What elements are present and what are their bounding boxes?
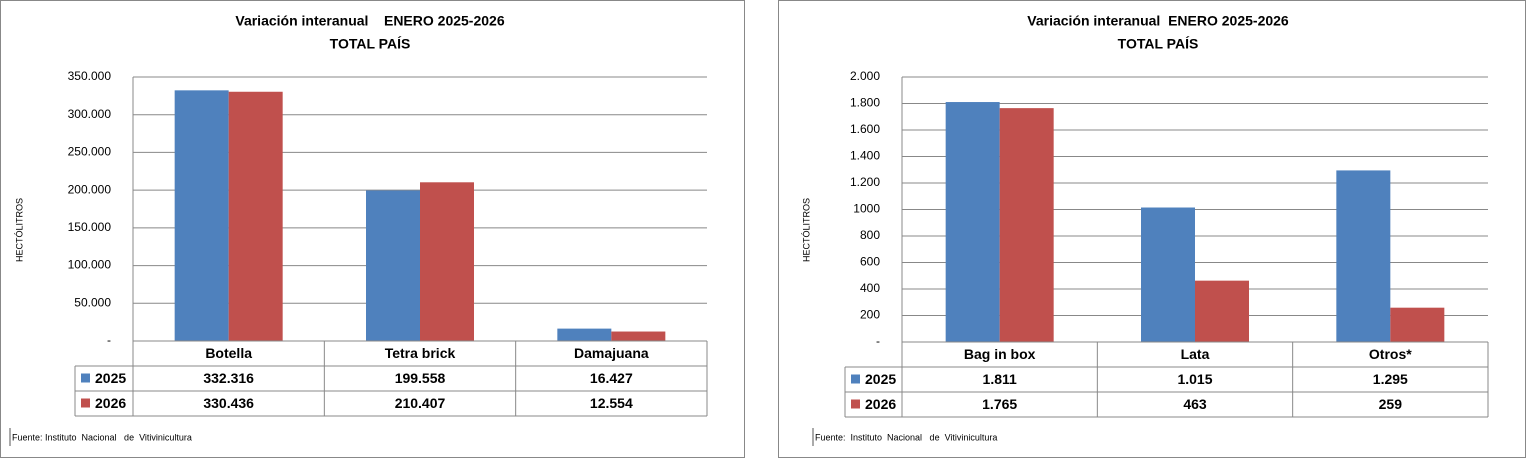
table-value: 463 [1183,396,1207,412]
y-tick-label: 250.000 [68,145,112,159]
y-tick-label: 1.200 [850,175,880,189]
bar [1390,307,1445,342]
y-tick-label: 400 [860,281,880,295]
y-tick-label: 350.000 [68,69,112,83]
table-value: 330.436 [203,395,254,411]
table-value: 1.295 [1373,371,1408,387]
legend-swatch [81,398,90,408]
bar [945,102,1000,342]
y-tick-label: 1.400 [850,149,880,163]
legend-swatch [81,373,90,383]
table-value: 1.811 [983,371,1017,387]
legend-label: 2026 [865,396,896,412]
bar [1336,170,1391,342]
y-tick-label: 1.600 [850,122,880,136]
y-tick-label: 150.000 [68,220,112,234]
chart-title: Variación interanual ENERO 2025-2026 [235,13,504,29]
y-tick-label: - [876,334,880,348]
bar [557,328,612,341]
bar [174,90,229,341]
legend-label: 2026 [95,395,126,411]
bar [1195,280,1249,342]
bar [611,331,666,341]
y-tick-label: 300.000 [68,107,112,121]
category-label: Otros* [1369,346,1412,362]
category-label: Botella [205,345,252,361]
y-tick-label: 100.000 [68,258,112,272]
bar [228,91,283,342]
source-note: Fuente: Instituto Nacional de Vitivinicu… [815,432,997,442]
legend-label: 2025 [865,371,896,387]
bar [1141,207,1195,342]
legend-swatch [851,374,860,384]
y-tick-label: 200 [860,308,880,322]
y-axis-title: HECTÓLITROS [14,198,24,262]
y-axis-title: HECTÓLITROS [801,198,811,262]
table-value: 210.407 [395,395,446,411]
table-value: 16.427 [590,370,633,386]
bar [999,108,1054,342]
y-tick-label: 1.800 [850,96,880,110]
y-tick-label: 800 [860,228,880,242]
table-value: 259 [1379,396,1403,412]
chart-subtitle: TOTAL PAÍS [1118,36,1199,52]
chart-title: Variación interanual ENERO 2025-2026 [1027,13,1289,29]
category-label: Damajuana [574,345,649,361]
table-value: 1.015 [1177,371,1212,387]
y-tick-label: 600 [860,255,880,269]
y-tick-label: - [107,333,111,347]
legend-label: 2025 [95,370,126,386]
table-value: 332.316 [203,370,254,386]
category-label: Lata [1181,346,1210,362]
table-value: 12.554 [590,395,633,411]
category-label: Bag in box [964,346,1036,362]
y-tick-label: 1000 [853,202,880,216]
y-tick-label: 2.000 [850,69,880,83]
chart-subtitle: TOTAL PAÍS [330,36,411,52]
source-note: Fuente: Instituto Nacional de Vitivinicu… [12,432,192,442]
legend-swatch [851,399,860,409]
table-value: 1.765 [982,396,1017,412]
y-tick-label: 50.000 [74,295,111,309]
table-value: 199.558 [395,370,446,386]
bar [366,190,420,341]
category-label: Tetra brick [385,345,456,361]
bar [420,182,474,341]
y-tick-label: 200.000 [68,182,112,196]
